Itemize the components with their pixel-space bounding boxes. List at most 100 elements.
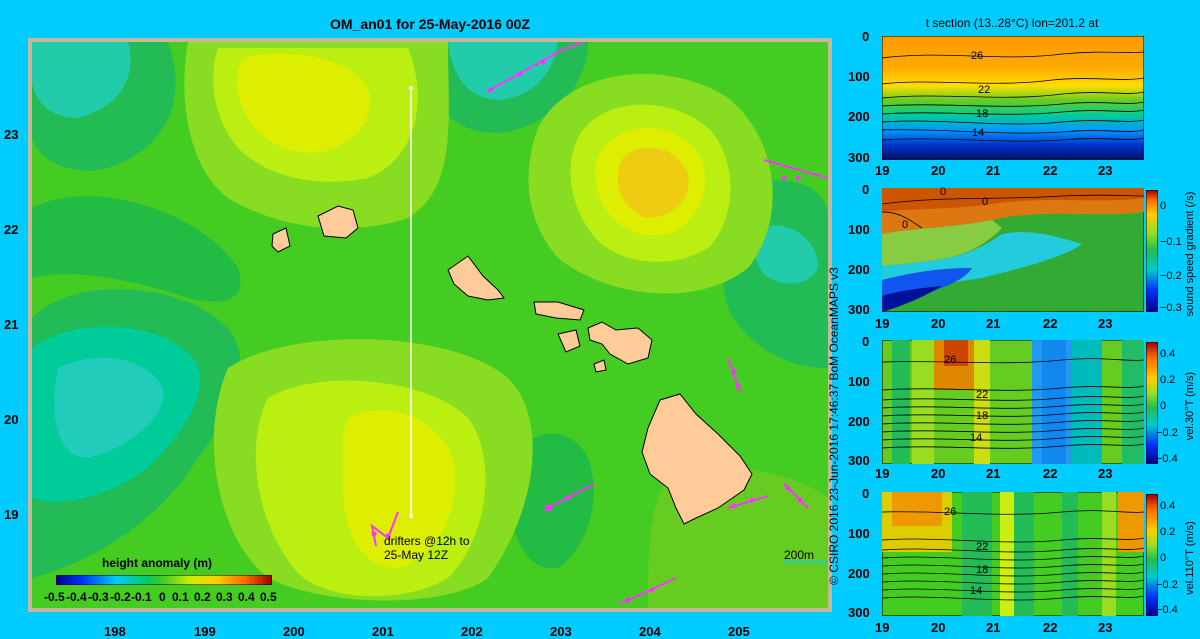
- depth-tick: 0: [862, 486, 870, 501]
- ssg-colorbar-tick: −0.3: [1160, 302, 1182, 314]
- depth-tick: 300: [848, 605, 870, 620]
- vel110-contour-label: 14: [970, 585, 983, 597]
- section-x-tick: 22: [1043, 466, 1058, 481]
- depth-tick: 200: [848, 566, 870, 581]
- depth-tick: 100: [848, 69, 870, 84]
- island-niihau: [271, 227, 291, 253]
- vel110-colorbar-tick: −0.4: [1156, 604, 1178, 616]
- anomaly-contour: [448, 42, 558, 100]
- vel30-colorbar-tick: 0: [1160, 400, 1167, 412]
- depth-tick: 0: [862, 29, 870, 44]
- vel110-colorbar-label: vel.110°T (m/s): [1184, 521, 1196, 595]
- height-anomaly-map: [28, 38, 832, 612]
- depth-tick: 200: [848, 414, 870, 429]
- map-x-tick: 205: [728, 624, 750, 639]
- colorbar-tick: 0.5: [260, 590, 277, 604]
- ssg-contour-label: 0: [902, 219, 909, 231]
- vel30-colorbar-label: vel.30°T (m/s): [1184, 371, 1196, 441]
- depth-tick: 0: [862, 182, 870, 197]
- section-x-tick: 21: [986, 466, 1001, 481]
- section-x-tick: 20: [931, 466, 946, 481]
- vel110-contour-label: 26: [944, 506, 957, 518]
- section-title: t section (13..28°C) lon=201.2 at: [925, 16, 1099, 30]
- colorbar-title: height anomaly (m): [102, 556, 213, 570]
- velocity-30t-panel: [882, 340, 1144, 464]
- depth-tick: 200: [848, 262, 870, 277]
- depth-tick: 100: [848, 374, 870, 389]
- map-y-tick: 19: [4, 507, 19, 522]
- colorbar-tick: 0.4: [238, 590, 255, 604]
- temp-contour-label: 22: [978, 84, 991, 96]
- colorbar-tick: -0.3: [88, 590, 109, 604]
- section-x-tick: 23: [1098, 163, 1113, 178]
- section-x-tick: 23: [1098, 466, 1113, 481]
- section-x-tick: 21: [986, 163, 1001, 178]
- map-y-tick: 23: [4, 127, 19, 142]
- colorbar-tick: -0.1: [131, 590, 152, 604]
- island-maui: [587, 321, 653, 365]
- height-anomaly-colorbar: [56, 575, 272, 585]
- vel110-contour-label: 22: [976, 541, 989, 553]
- colorbar-tick: 0.1: [172, 590, 189, 604]
- section-x-tick: 19: [875, 163, 890, 178]
- section-x-tick: 20: [931, 163, 946, 178]
- temp-contour-label: 14: [972, 127, 985, 139]
- depth-tick: 0: [862, 334, 870, 349]
- section-x-tick: 21: [986, 620, 1001, 635]
- drifter-arrows: [371, 59, 803, 603]
- drifter-label-line1: drifters @12h to: [384, 534, 470, 548]
- vel30-colorbar: [1146, 342, 1158, 464]
- map-x-tick: 202: [461, 624, 483, 639]
- anomaly-contour: [32, 196, 241, 302]
- vel110-colorbar-tick: 0.2: [1160, 526, 1176, 538]
- section-x-tick: 22: [1043, 620, 1058, 635]
- vel110-colorbar-tick: −0.2: [1156, 579, 1178, 591]
- island-kahoolawe: [593, 359, 607, 373]
- colorbar-tick: -0.2: [110, 590, 131, 604]
- ssg-colorbar-tick: −0.2: [1160, 270, 1182, 282]
- map-x-tick: 201: [372, 624, 394, 639]
- vel30-colorbar-tick: 0.2: [1160, 374, 1176, 386]
- ssg-colorbar: [1146, 190, 1158, 312]
- island-oahu: [447, 255, 505, 301]
- anomaly-contour: [54, 357, 164, 458]
- anomaly-contour: [237, 53, 370, 153]
- depth-tick: 200: [848, 109, 870, 124]
- depth-tick: 300: [848, 150, 870, 165]
- vel30-contour-label: 18: [976, 410, 989, 422]
- depth-tick: 300: [848, 453, 870, 468]
- vel110-colorbar: [1146, 494, 1158, 616]
- drifter-label-line2: 25-May 12Z: [384, 548, 449, 562]
- section-x-tick: 20: [931, 620, 946, 635]
- sound-speed-gradient-panel: [882, 188, 1144, 312]
- map-x-tick: 199: [194, 624, 216, 639]
- vel110-colorbar-tick: 0: [1160, 552, 1167, 564]
- anomaly-contour: [753, 225, 818, 284]
- colorbar-tick: 0.2: [194, 590, 211, 604]
- vel30-contour-label: 26: [944, 354, 957, 366]
- temp-contour-label: 26: [971, 50, 984, 62]
- map-x-tick: 203: [550, 624, 572, 639]
- section-x-tick: 23: [1098, 316, 1113, 331]
- map-title: OM_an01 for 25-May-2016 00Z: [330, 16, 530, 32]
- section-x-tick: 22: [1043, 316, 1058, 331]
- anomaly-contour: [617, 147, 689, 218]
- island-kauai: [317, 205, 359, 239]
- anomaly-contour: [342, 410, 456, 568]
- section-x-tick: 19: [875, 466, 890, 481]
- temp-contour-label: 18: [976, 108, 989, 120]
- colorbar-tick: 0: [159, 590, 166, 604]
- section-x-tick: 20: [931, 316, 946, 331]
- vel110-colorbar-tick: 0.4: [1160, 500, 1176, 512]
- vel30-colorbar-tick: −0.2: [1156, 427, 1178, 439]
- depth-200m-label: 200m: [784, 548, 815, 562]
- map-y-tick: 20: [4, 412, 19, 427]
- island-lanai: [557, 329, 581, 353]
- ssg-colorbar-label: sound speed gradient (/s): [1184, 191, 1196, 317]
- vel30-colorbar-tick: −0.4: [1156, 453, 1178, 465]
- ssg-contour-label: 0: [982, 196, 989, 208]
- section-x-tick: 23: [1098, 620, 1113, 635]
- section-x-tick: 22: [1043, 163, 1058, 178]
- section-x-tick: 19: [875, 316, 890, 331]
- depth-tick: 100: [848, 526, 870, 541]
